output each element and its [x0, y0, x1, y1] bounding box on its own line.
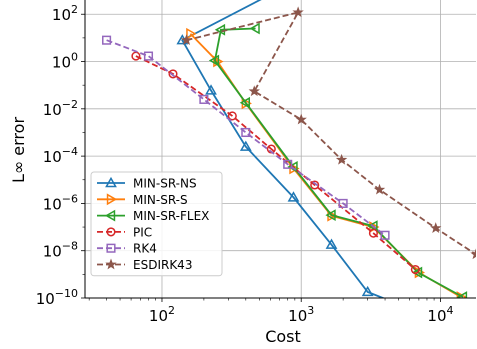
data-point	[310, 180, 320, 190]
series-line	[189, 33, 462, 298]
data-point	[470, 248, 476, 260]
series-layer	[102, 0, 476, 314]
data-point	[295, 113, 307, 125]
data-point	[368, 228, 378, 238]
data-point	[287, 161, 298, 173]
data-point	[287, 191, 300, 202]
data-point	[325, 238, 338, 249]
data-point	[227, 111, 237, 121]
data-point	[186, 27, 197, 40]
legend-label: MIN-SR-NS	[133, 177, 197, 191]
axes	[81, 0, 476, 302]
data-point	[410, 306, 419, 314]
data-point	[143, 51, 154, 61]
legend-entry: MIN-SR-S	[97, 193, 188, 207]
x-tick-label: 103	[288, 304, 314, 325]
data-point	[102, 35, 112, 45]
data-point	[205, 84, 217, 95]
data-point	[239, 140, 252, 151]
legend-entry: RK4	[97, 242, 157, 256]
series-line	[186, 11, 476, 256]
series-esdirk43	[180, 6, 476, 260]
legend: MIN-SR-NS MIN-SR-S MIN-SR-FLEX PIC RK4 ESDIRK…	[90, 171, 223, 277]
series-min-sr-flex	[208, 22, 468, 298]
data-point	[410, 264, 420, 275]
x-axis-label: Cost	[265, 327, 301, 346]
x-tick-label: 104	[427, 304, 453, 325]
data-point	[168, 69, 178, 79]
data-point	[338, 198, 348, 208]
tick-labels: 102 103 104 102 100 10−2 10−4 10−6 10−8 10−10	[36, 3, 454, 325]
data-point	[456, 291, 468, 298]
x-tick-label: 102	[149, 304, 175, 325]
legend-label: MIN-SR-S	[133, 193, 188, 207]
legend-entry: MIN-SR-NS	[97, 177, 197, 191]
data-point	[325, 209, 336, 222]
data-point	[249, 22, 260, 35]
legend-marker	[105, 258, 117, 270]
data-point	[283, 159, 293, 169]
series-line	[135, 55, 416, 271]
data-point	[367, 220, 378, 232]
data-point	[248, 85, 260, 97]
legend-box	[90, 171, 223, 277]
legend-marker	[106, 243, 116, 253]
data-point	[180, 34, 193, 45]
data-point	[411, 266, 423, 279]
y-tick-label: 100	[52, 51, 78, 72]
legend-entry: ESDIRK43	[97, 258, 192, 272]
series-line	[181, 0, 386, 298]
y-tick-label: 10−2	[43, 98, 78, 119]
data-point	[361, 285, 374, 297]
y-axis-label: L∞ error	[9, 117, 28, 183]
y-tick-label: 10−4	[43, 145, 78, 166]
y-tick-label: 10−6	[43, 192, 78, 213]
data-point	[380, 230, 390, 240]
data-point	[239, 96, 251, 109]
legend-label: PIC	[133, 225, 152, 239]
data-point	[430, 222, 442, 233]
legend-marker	[104, 209, 116, 222]
data-point	[373, 183, 386, 195]
data-point	[208, 54, 220, 67]
series-min-sr-s	[186, 27, 467, 298]
legend-marker	[105, 176, 117, 188]
data-point	[292, 6, 304, 18]
data-point	[199, 94, 209, 104]
legend-label: RK4	[133, 242, 157, 256]
series-min-sr-ns	[176, 0, 419, 314]
legend-entry: PIC	[97, 225, 152, 239]
y-tick-label: 10−10	[36, 287, 78, 308]
series-pic	[131, 51, 420, 275]
y-tick-label: 10−8	[43, 240, 78, 261]
legend-entry: MIN-SR-FLEX	[97, 209, 209, 223]
legend-label: MIN-SR-FLEX	[133, 209, 209, 223]
data-point	[214, 23, 226, 36]
series-rk4	[102, 35, 390, 240]
series-line	[106, 39, 386, 237]
y-tick-label: 102	[52, 3, 78, 24]
data-point	[335, 153, 348, 165]
legend-marker	[106, 193, 118, 206]
legend-marker	[106, 227, 116, 237]
data-point	[241, 127, 251, 138]
legend-label: ESDIRK43	[133, 258, 192, 272]
